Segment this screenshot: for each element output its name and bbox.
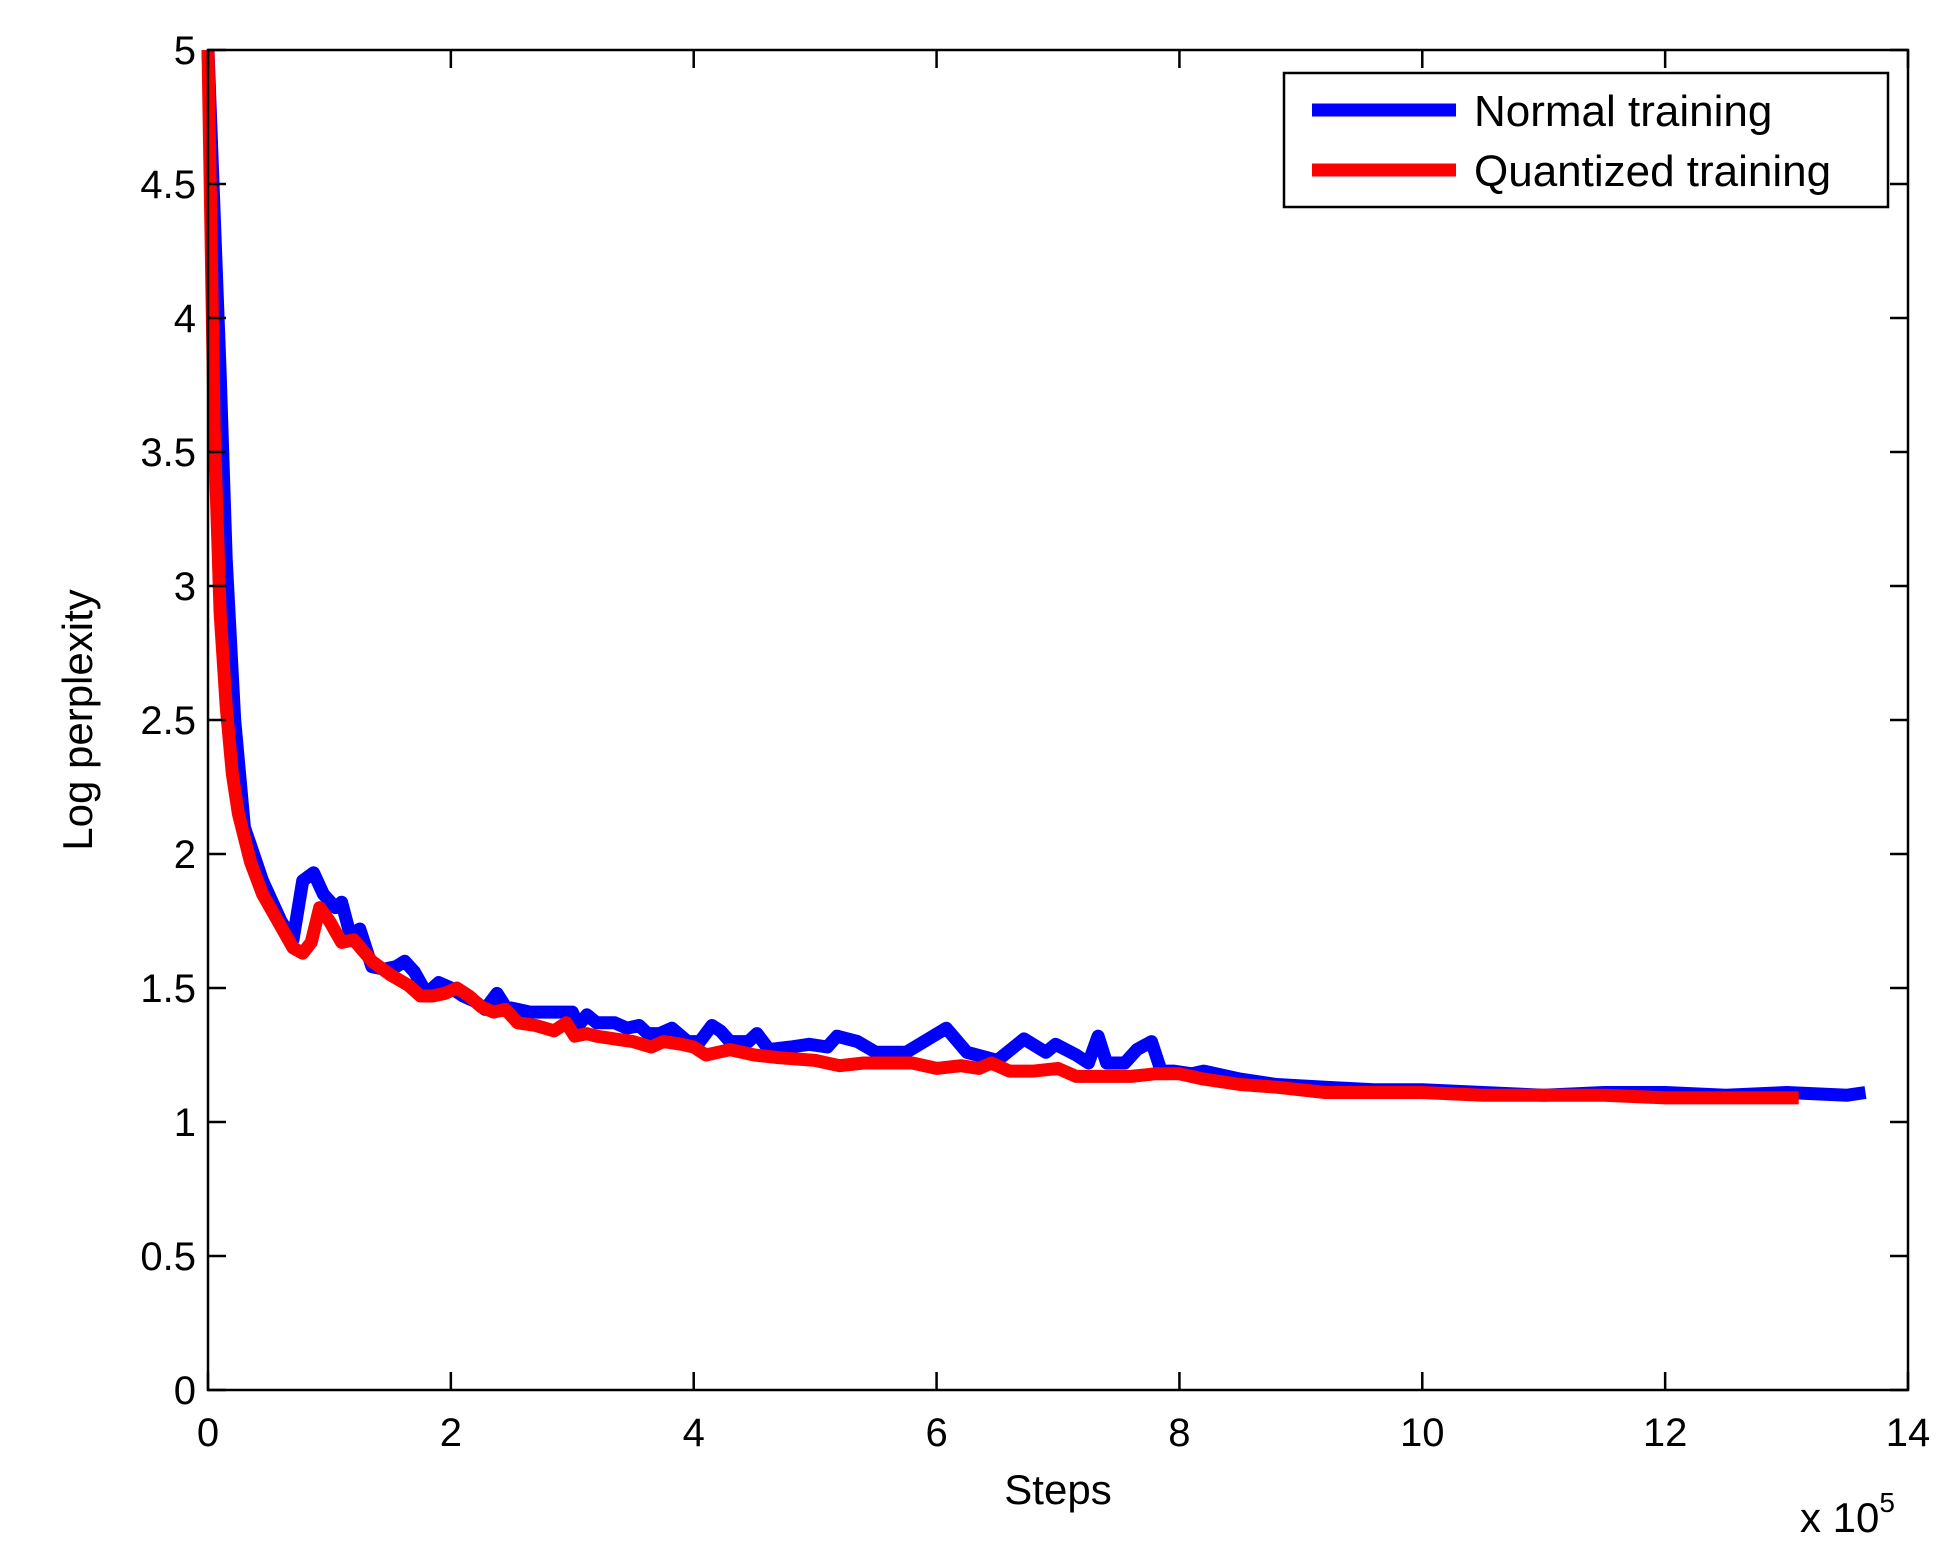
x-axis-multiplier: x 105 xyxy=(1800,1487,1895,1541)
y-tick-label: 3 xyxy=(174,565,196,609)
y-tick-label: 3.5 xyxy=(140,431,196,475)
y-tick-label: 4.5 xyxy=(140,163,196,207)
x-tick-label: 2 xyxy=(440,1411,462,1455)
legend: Normal training Quantized training xyxy=(1282,71,1890,209)
y-tick-label: 4 xyxy=(174,297,196,341)
x-tick-label: 4 xyxy=(683,1411,705,1455)
y-tick-label: 2 xyxy=(174,833,196,877)
x-axis-title: Steps xyxy=(1004,1466,1111,1513)
y-tick-label: 2.5 xyxy=(140,699,196,743)
x-tick-label: 6 xyxy=(925,1411,947,1455)
x-axis-multiplier-exponent: 5 xyxy=(1879,1487,1895,1518)
y-axis-title: Log perplexity xyxy=(54,589,101,851)
y-tick-label: 0 xyxy=(174,1369,196,1413)
x-axis-multiplier-base: x 10 xyxy=(1800,1494,1879,1541)
x-tick-label: 0 xyxy=(197,1411,219,1455)
x-tick-label: 14 xyxy=(1886,1411,1931,1455)
ticks-layer xyxy=(206,48,1910,1392)
y-tick-label: 0.5 xyxy=(140,1235,196,1279)
legend-label-quantized-training: Quantized training xyxy=(1474,147,1831,196)
series-layer xyxy=(201,49,1867,1105)
legend-label-normal-training: Normal training xyxy=(1474,87,1772,136)
legend-box xyxy=(1282,71,1890,209)
series-line-quantized-training xyxy=(201,49,1799,1105)
y-tick-label: 5 xyxy=(174,29,196,73)
y-tick-label: 1.5 xyxy=(140,967,196,1011)
x-tick-label: 8 xyxy=(1168,1411,1190,1455)
x-tick-label: 10 xyxy=(1400,1411,1445,1455)
y-tick-label: 1 xyxy=(174,1101,196,1145)
plot-frame xyxy=(206,48,1910,1392)
x-tick-label: 12 xyxy=(1643,1411,1688,1455)
tick-labels: 0 2 4 6 8 10 12 14 0 0.5 1 1.5 2 2.5 3 3.5 4 4.5 5 xyxy=(140,29,1930,1455)
